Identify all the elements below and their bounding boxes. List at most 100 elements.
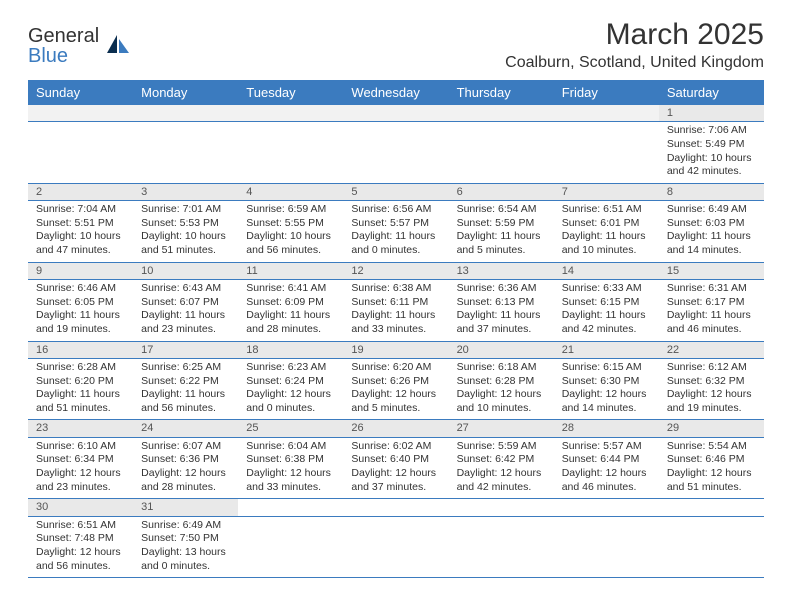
sunrise: Sunrise: 7:04 AM [36,203,125,217]
page-header: General Blue March 2025 Coalburn, Scotla… [28,18,764,72]
sunrise: Sunrise: 6:10 AM [36,440,125,454]
sunset: Sunset: 5:59 PM [457,217,546,231]
sunset: Sunset: 6:03 PM [667,217,756,231]
day-number-cell: 29 [659,420,764,437]
sunset: Sunset: 5:55 PM [246,217,335,231]
sunrise: Sunrise: 7:06 AM [667,124,756,138]
day-cell [659,516,764,578]
logo: General Blue [28,26,131,66]
day-number-cell: 1 [659,105,764,122]
day-number-cell [28,105,133,122]
daylight: Daylight: 11 hours and 14 minutes. [667,230,756,257]
day-cell: Sunrise: 5:57 AMSunset: 6:44 PMDaylight:… [554,437,659,499]
day-number-cell: 23 [28,420,133,437]
title-block: March 2025 Coalburn, Scotland, United Ki… [505,18,764,72]
day-cell: Sunrise: 6:15 AMSunset: 6:30 PMDaylight:… [554,358,659,420]
daylight: Daylight: 10 hours and 56 minutes. [246,230,335,257]
daylight: Daylight: 13 hours and 0 minutes. [141,546,230,573]
sunset: Sunset: 6:28 PM [457,375,546,389]
sunset: Sunset: 6:30 PM [562,375,651,389]
sunset: Sunset: 6:26 PM [351,375,440,389]
day-header: Tuesday [238,80,343,105]
sunrise: Sunrise: 6:54 AM [457,203,546,217]
day-number-cell: 22 [659,341,764,358]
day-number-cell [238,499,343,516]
day-cell: Sunrise: 6:28 AMSunset: 6:20 PMDaylight:… [28,358,133,420]
day-number-cell: 31 [133,499,238,516]
daylight: Daylight: 12 hours and 42 minutes. [457,467,546,494]
daylight: Daylight: 12 hours and 46 minutes. [562,467,651,494]
day-number-cell [343,499,448,516]
day-cell: Sunrise: 6:51 AMSunset: 7:48 PMDaylight:… [28,516,133,578]
day-number-cell: 30 [28,499,133,516]
day-cell: Sunrise: 6:56 AMSunset: 5:57 PMDaylight:… [343,201,448,263]
day-number-cell: 25 [238,420,343,437]
day-number-cell: 4 [238,183,343,200]
daylight: Daylight: 11 hours and 0 minutes. [351,230,440,257]
daynum-row: 2345678 [28,183,764,200]
day-cell: Sunrise: 5:54 AMSunset: 6:46 PMDaylight:… [659,437,764,499]
day-header: Thursday [449,80,554,105]
day-cell: Sunrise: 6:59 AMSunset: 5:55 PMDaylight:… [238,201,343,263]
day-cell [133,122,238,184]
sunrise: Sunrise: 6:28 AM [36,361,125,375]
sunrise: Sunrise: 7:01 AM [141,203,230,217]
day-cell: Sunrise: 7:01 AMSunset: 5:53 PMDaylight:… [133,201,238,263]
day-number-cell [133,105,238,122]
sunset: Sunset: 6:40 PM [351,453,440,467]
daylight: Daylight: 11 hours and 51 minutes. [36,388,125,415]
day-header: Monday [133,80,238,105]
daylight: Daylight: 12 hours and 0 minutes. [246,388,335,415]
daylight: Daylight: 10 hours and 47 minutes. [36,230,125,257]
day-number-cell: 11 [238,262,343,279]
daynum-row: 1 [28,105,764,122]
day-cell: Sunrise: 6:18 AMSunset: 6:28 PMDaylight:… [449,358,554,420]
daylight: Daylight: 11 hours and 28 minutes. [246,309,335,336]
day-header: Sunday [28,80,133,105]
sunrise: Sunrise: 6:33 AM [562,282,651,296]
day-cell: Sunrise: 6:43 AMSunset: 6:07 PMDaylight:… [133,280,238,342]
day-number-cell [238,105,343,122]
sunrise: Sunrise: 6:07 AM [141,440,230,454]
sunset: Sunset: 5:49 PM [667,138,756,152]
day-cell: Sunrise: 6:20 AMSunset: 6:26 PMDaylight:… [343,358,448,420]
sunset: Sunset: 6:36 PM [141,453,230,467]
day-number-cell: 18 [238,341,343,358]
sunrise: Sunrise: 6:49 AM [141,519,230,533]
day-number-cell: 10 [133,262,238,279]
sunset: Sunset: 6:44 PM [562,453,651,467]
sunset: Sunset: 6:42 PM [457,453,546,467]
sunrise: Sunrise: 6:56 AM [351,203,440,217]
day-number-cell: 26 [343,420,448,437]
day-number-cell: 2 [28,183,133,200]
day-cell: Sunrise: 6:36 AMSunset: 6:13 PMDaylight:… [449,280,554,342]
sunrise: Sunrise: 6:49 AM [667,203,756,217]
day-number-cell: 7 [554,183,659,200]
day-number-cell: 12 [343,262,448,279]
day-number-cell [449,105,554,122]
day-number-cell [449,499,554,516]
sunrise: Sunrise: 6:02 AM [351,440,440,454]
daylight: Daylight: 10 hours and 42 minutes. [667,152,756,179]
sunset: Sunset: 6:24 PM [246,375,335,389]
sunrise: Sunrise: 6:36 AM [457,282,546,296]
sunset: Sunset: 5:53 PM [141,217,230,231]
daylight: Daylight: 12 hours and 5 minutes. [351,388,440,415]
day-number-cell: 15 [659,262,764,279]
day-cell: Sunrise: 5:59 AMSunset: 6:42 PMDaylight:… [449,437,554,499]
day-number-cell: 21 [554,341,659,358]
daylight: Daylight: 12 hours and 14 minutes. [562,388,651,415]
day-number-cell [554,105,659,122]
daylight: Daylight: 11 hours and 46 minutes. [667,309,756,336]
day-number-cell: 19 [343,341,448,358]
day-cell: Sunrise: 6:10 AMSunset: 6:34 PMDaylight:… [28,437,133,499]
day-number-cell [554,499,659,516]
day-number-cell: 20 [449,341,554,358]
day-cell: Sunrise: 6:33 AMSunset: 6:15 PMDaylight:… [554,280,659,342]
sunrise: Sunrise: 5:57 AM [562,440,651,454]
daylight: Daylight: 10 hours and 51 minutes. [141,230,230,257]
sail-icon [105,33,131,60]
logo-blue: Blue [28,45,68,67]
sunrise: Sunrise: 6:51 AM [562,203,651,217]
day-cell: Sunrise: 6:12 AMSunset: 6:32 PMDaylight:… [659,358,764,420]
